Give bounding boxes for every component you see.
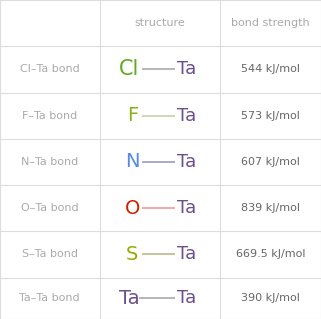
Text: 669.5 kJ/mol: 669.5 kJ/mol — [236, 249, 305, 259]
Text: Ta: Ta — [178, 245, 196, 263]
Text: 544 kJ/mol: 544 kJ/mol — [241, 64, 300, 74]
Text: Ta: Ta — [178, 153, 196, 171]
Text: 573 kJ/mol: 573 kJ/mol — [241, 111, 300, 121]
Text: N: N — [125, 152, 140, 171]
Text: Ta–Ta bond: Ta–Ta bond — [20, 293, 80, 303]
Text: Ta: Ta — [119, 289, 140, 308]
Text: O–Ta bond: O–Ta bond — [21, 203, 79, 213]
Text: Cl: Cl — [119, 59, 139, 79]
Text: N–Ta bond: N–Ta bond — [21, 157, 78, 167]
Text: Ta: Ta — [178, 199, 196, 217]
Text: Ta: Ta — [178, 60, 196, 78]
Text: F–Ta bond: F–Ta bond — [22, 111, 77, 121]
Text: Cl–Ta bond: Cl–Ta bond — [20, 64, 80, 74]
Text: bond strength: bond strength — [231, 18, 310, 28]
Text: F: F — [127, 106, 138, 125]
Text: 839 kJ/mol: 839 kJ/mol — [241, 203, 300, 213]
Text: S: S — [126, 245, 139, 264]
Text: 390 kJ/mol: 390 kJ/mol — [241, 293, 300, 303]
Text: structure: structure — [134, 18, 185, 28]
Text: Ta: Ta — [178, 289, 196, 307]
Text: Ta: Ta — [178, 107, 196, 125]
Text: 607 kJ/mol: 607 kJ/mol — [241, 157, 300, 167]
Text: O: O — [125, 199, 140, 218]
Text: S–Ta bond: S–Ta bond — [22, 249, 78, 259]
